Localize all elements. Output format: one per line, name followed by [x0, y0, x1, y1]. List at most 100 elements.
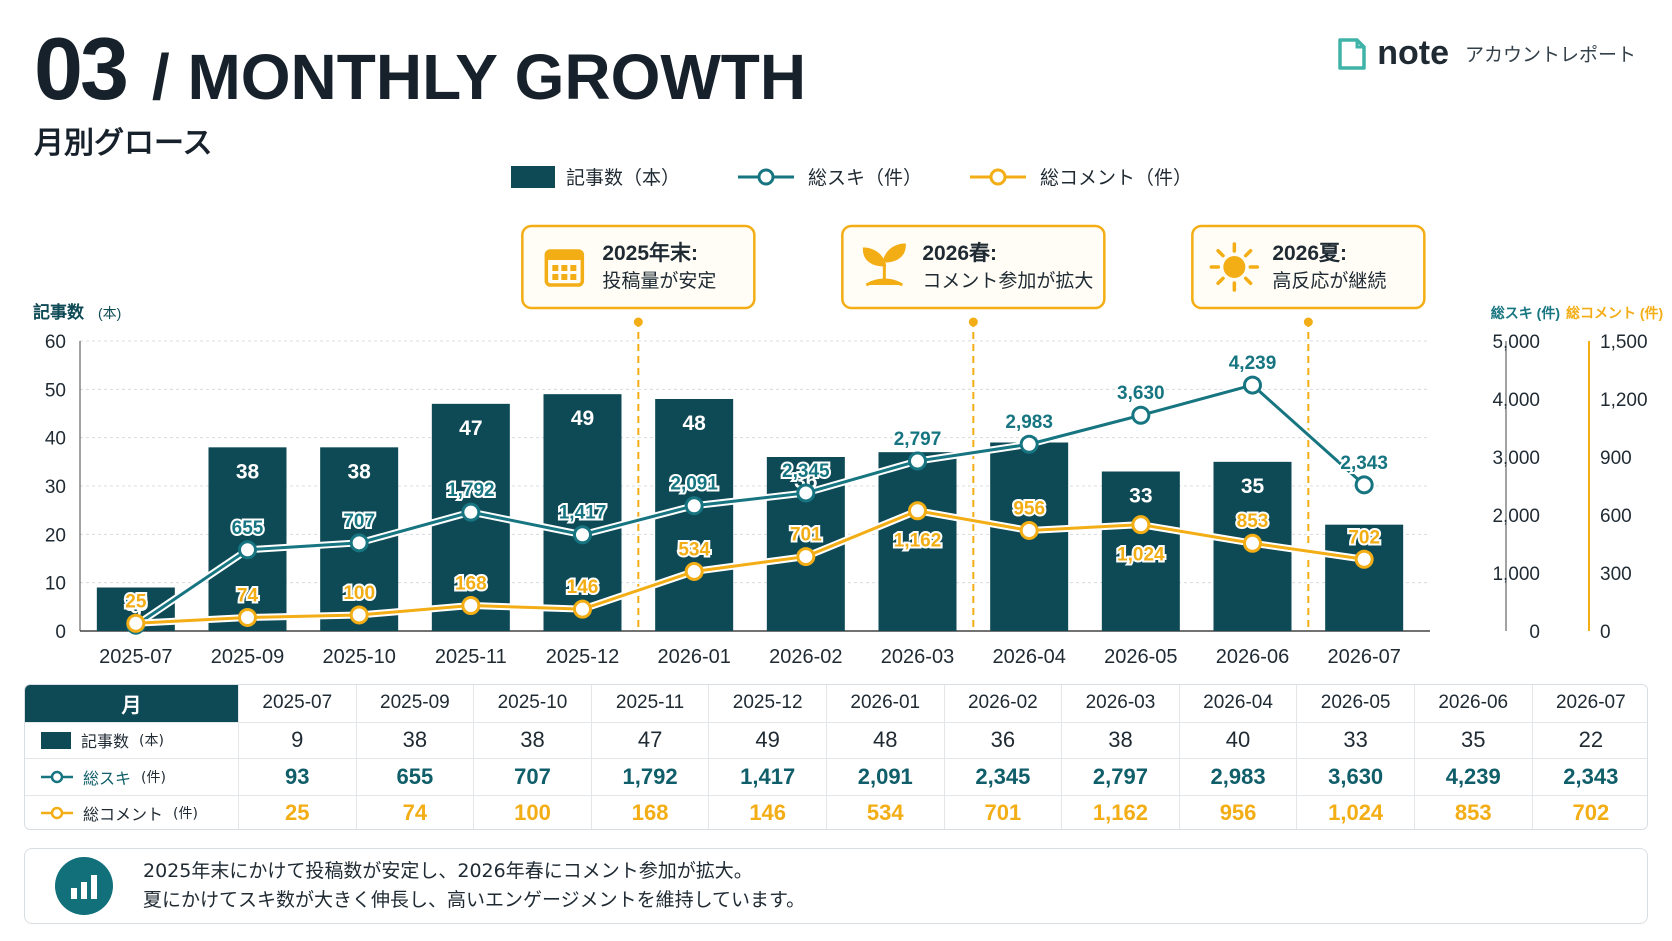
comments-marker	[238, 607, 257, 627]
monthly-growth-chart: 記事数（本） 総スキ（件） 総コメント（件） 記事数 (本) 総スキ (件) 総コメント (…	[33, 166, 1663, 668]
likes-marker	[238, 540, 257, 560]
page-title: / MONTHLY GROWTH	[151, 41, 807, 113]
bar-value-label: 38	[236, 460, 260, 483]
bar	[208, 447, 287, 631]
table-header-cell: 2026-03	[1061, 685, 1179, 722]
calendar-icon-cell	[570, 274, 577, 280]
annotation-text: 投稿量が安定	[602, 270, 716, 292]
table-header-cell: 2025-12	[708, 685, 826, 722]
row-label-likes: 総スキ (件)	[25, 759, 238, 795]
comments-value-label: 1,024	[1117, 545, 1165, 566]
line-teal-swatch-icon	[41, 770, 73, 783]
data-table: 月 2025-07 2025-09 2025-10 2025-11 2025-12 202…	[24, 684, 1648, 830]
comments-marker	[684, 561, 704, 581]
likes-value-label: 655	[232, 518, 264, 539]
table-header-row: 月 2025-07 2025-09 2025-10 2025-11 2025-12 202…	[25, 685, 1647, 722]
bar-chart-icon	[55, 857, 113, 915]
comments-value-label: 1,162	[894, 531, 942, 552]
comments-tick-label: 600	[1600, 506, 1632, 527]
bar-value-label: 9	[130, 601, 142, 624]
x-tick-label: 2025-12	[546, 646, 619, 668]
table-header-cell: 2025-10	[473, 685, 591, 722]
table-cell: 168	[590, 795, 709, 829]
comments-value-label: 168	[455, 573, 487, 594]
table-header-label: 月	[25, 685, 238, 722]
annotation-dot	[968, 317, 978, 327]
annotation-callout	[841, 224, 1106, 310]
left-tick-label: 40	[45, 429, 66, 450]
table-cell: 853	[1413, 795, 1532, 829]
likes-tick-label: 4,000	[1492, 390, 1540, 411]
table-cell: 2,345	[943, 759, 1062, 795]
table-cell: 49	[708, 722, 826, 758]
table-header-cell: 2026-07	[1531, 685, 1647, 722]
row-label-text: 総コメント	[83, 805, 164, 825]
right-axis-title-comments: 総コメント (件)	[1566, 305, 1663, 321]
comments-value-label: 74	[237, 585, 259, 606]
comments-marker	[1354, 549, 1374, 569]
annotation-title: 2025年末:	[602, 241, 698, 265]
comments-value-label: 146	[567, 577, 599, 598]
legend-likes-marker	[757, 168, 775, 186]
likes-value-label: 3,630	[1117, 383, 1165, 404]
table-cell: 701	[943, 795, 1062, 829]
summary-line: 2025年末にかけて投稿数が安定し、2026年春にコメント参加が拡大。	[143, 860, 753, 882]
brand: note アカウントレポート	[1337, 34, 1636, 73]
table-cell: 1,417	[708, 759, 826, 795]
table-header-cell: 2026-05	[1296, 685, 1414, 722]
likes-marker	[684, 496, 704, 516]
annotation-dot	[633, 317, 643, 327]
left-tick-label: 10	[45, 574, 66, 595]
summary-line: 夏にかけてスキ数が大きく伸長し、高いエンゲージメントを維持しています。	[143, 889, 806, 911]
table-cell: 38	[473, 722, 591, 758]
likes-tick-label: 5,000	[1492, 332, 1540, 353]
sun-icon-ray	[1216, 276, 1225, 286]
likes-marker	[1019, 434, 1039, 454]
comments-value-label: 100	[343, 583, 375, 604]
table-cell: 2,091	[825, 759, 944, 795]
sun-icon-ray	[1243, 248, 1253, 258]
likes-tick-label: 1,000	[1492, 564, 1540, 585]
likes-marker	[349, 533, 369, 553]
table-cell: 146	[708, 795, 826, 829]
table-cell: 100	[473, 795, 591, 829]
likes-value-label: 4,239	[1229, 353, 1277, 374]
likes-value-label: 2,345	[782, 461, 830, 482]
summary-box: 2025年末にかけて投稿数が安定し、2026年春にコメント参加が拡大。 夏にかけ…	[24, 848, 1648, 924]
bar-swatch-icon	[41, 731, 71, 749]
row-label-comments: 総コメント (件)	[25, 796, 238, 830]
comments-value-label: 853	[1237, 511, 1269, 532]
likes-value-label: 93	[125, 593, 146, 614]
comments-value-label: 702	[1348, 527, 1380, 548]
table-cell: 702	[1531, 795, 1647, 829]
x-tick-label: 2025-10	[322, 646, 395, 668]
left-axis-unit: (本)	[98, 305, 121, 321]
annotation-dot	[1303, 317, 1313, 327]
likes-marker	[573, 525, 592, 545]
section-number: 03	[34, 19, 129, 118]
row-label-unit: (件)	[173, 806, 198, 823]
note-logo-icon	[1338, 37, 1366, 70]
table-cell: 2,343	[1531, 759, 1647, 795]
bar	[1325, 524, 1404, 631]
table-cell: 93	[238, 759, 356, 795]
annotation-title: 2026春:	[922, 241, 997, 265]
table-cell: 9	[238, 722, 356, 758]
right-axis-title-likes: 総スキ (件)	[1491, 305, 1560, 321]
calendar-icon-cell	[561, 265, 568, 271]
legend-label: 総コメント（件）	[1040, 167, 1192, 189]
table-row: 記事数 (本) 9 38 38 47 49 48 36 38 40 33 35 22	[25, 721, 1647, 758]
sprout-icon-soil	[865, 278, 904, 287]
comments-marker	[1131, 515, 1151, 535]
calendar-icon-header	[546, 251, 583, 260]
comments-halo	[135, 507, 1365, 627]
table-cell: 1,162	[1061, 795, 1179, 829]
likes-value-label: 2,797	[894, 429, 942, 450]
likes-tick-label: 3,000	[1492, 448, 1540, 469]
bar-value-label: 49	[571, 407, 594, 430]
annotation-text: コメント参加が拡大	[922, 270, 1093, 292]
left-tick-label: 30	[45, 477, 66, 498]
table-header-cell: 2026-06	[1413, 685, 1532, 722]
likes-value-label: 2,983	[1005, 412, 1053, 433]
left-axis-title: 記事数	[33, 302, 85, 322]
